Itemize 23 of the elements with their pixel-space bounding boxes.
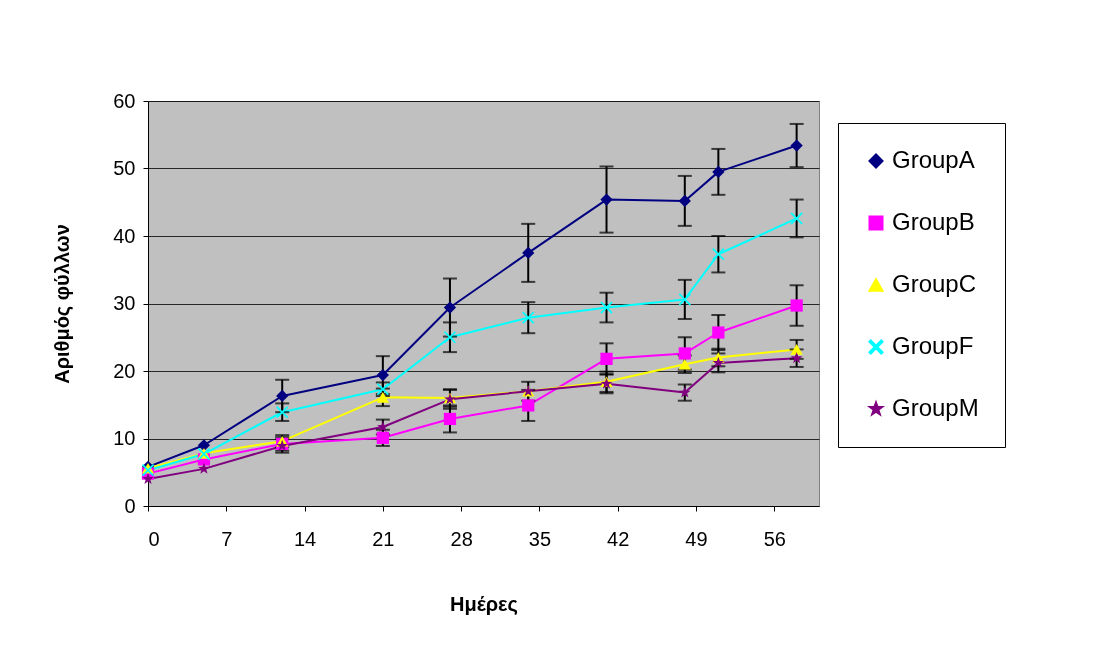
y-tick-label: 20 [113, 359, 136, 382]
y-tick-label: 30 [113, 292, 136, 314]
legend-label: GroupB [892, 208, 975, 235]
x-tick-label: 7 [221, 527, 233, 550]
y-tick-label: 60 [113, 89, 136, 112]
legend-label: GroupA [892, 146, 975, 173]
x-tick-label: 42 [607, 527, 630, 550]
x-tick-label: 56 [763, 527, 786, 550]
x-tick-label: 35 [528, 527, 552, 550]
x-tick-label: 21 [372, 527, 395, 550]
legend-label: GroupC [892, 270, 977, 297]
x-tick-label: 28 [450, 527, 473, 550]
x-tick-label: 14 [293, 527, 317, 550]
y-tick-label: 50 [113, 157, 136, 179]
y-tick-label: 10 [113, 427, 136, 449]
y-tick-label: 0 [124, 494, 136, 517]
x-tick-label: 0 [148, 527, 160, 550]
legend-label: GroupM [892, 394, 979, 421]
y-tick-label: 40 [113, 224, 136, 247]
x-axis-title: Ημέρες [450, 592, 518, 615]
legend-label: GroupF [892, 332, 974, 359]
y-axis-title: Αριθμός φύλλων [51, 224, 74, 384]
x-tick-label: 49 [685, 527, 708, 550]
